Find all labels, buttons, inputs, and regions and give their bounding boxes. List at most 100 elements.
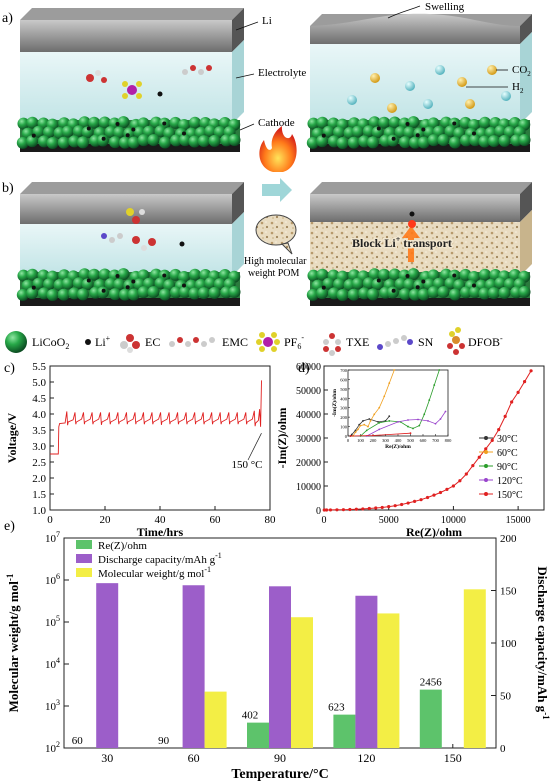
licoo2-particle	[347, 136, 360, 149]
licoo2-particle	[158, 136, 171, 149]
licoo2-particle	[307, 269, 320, 282]
inset-y-label: -Im(Z)/ohm	[331, 389, 338, 417]
labels-a-right: Swelling CO2 H2	[387, 1, 531, 95]
y-tick-label: 4.0	[32, 409, 46, 421]
licoo2-particle	[316, 268, 329, 281]
panel-d-label: d)	[298, 361, 310, 376]
left-tick-exp: 5	[56, 614, 60, 623]
legend-dfob: DFOB-	[468, 334, 503, 349]
licoo2-particle	[388, 116, 401, 129]
bar-value-label: 402	[242, 710, 259, 722]
licoo2-particle	[394, 277, 407, 290]
right-tick-label: 50	[500, 691, 512, 703]
plot-frame	[49, 365, 271, 511]
inset-series-point	[349, 435, 352, 437]
licoo2-particle	[188, 116, 201, 129]
schematic-figure: a) Li Electrolyte Cathode Swelling	[2, 1, 532, 306]
x-tick-label: 5000	[379, 515, 399, 526]
li-ion-dot	[415, 133, 420, 138]
licoo2-particle	[498, 286, 511, 299]
left-tick-exp: 6	[56, 572, 60, 581]
x-tick-label: 60	[210, 514, 222, 526]
inset-series-point	[439, 418, 442, 420]
licoo2-particle	[118, 136, 131, 149]
licoo2-particle	[57, 288, 70, 301]
bar-value-label: 2456	[420, 677, 443, 689]
bar	[247, 722, 269, 748]
inset-series-point	[378, 428, 381, 431]
nyquist-150c-point	[464, 472, 468, 476]
inset-y-tick-label: 400	[340, 396, 348, 401]
y-axis-label-right-text: Discharge capacity/mAh g	[535, 566, 550, 712]
licoo2-particle	[118, 288, 131, 301]
licoo2-particle	[61, 277, 74, 290]
legend-li: Li+	[95, 334, 111, 349]
bar	[204, 691, 227, 748]
licoo2-particle	[26, 287, 39, 300]
legend-entry-name: Discharge capacity/mAh g	[98, 554, 216, 566]
li-ion-dot	[115, 273, 120, 278]
licoo2-particle	[407, 268, 420, 281]
li-ion-dot	[101, 136, 106, 141]
inset-series-point	[378, 406, 381, 409]
x-axis-label: Temperature/°C	[231, 767, 328, 782]
right-tick-label: 0	[500, 743, 506, 755]
licoo2-particle	[498, 134, 511, 147]
y-axis-label-left-text: Molecular weight/g mol	[6, 581, 21, 713]
licoo2-particle	[368, 268, 381, 281]
left-tick-label: 103	[45, 698, 60, 713]
bar	[377, 613, 400, 748]
panel-a-label: a)	[2, 11, 13, 26]
licoo2-particle	[26, 116, 39, 129]
y-tick-label: 30000	[296, 434, 321, 445]
licoo2-particle	[16, 136, 29, 149]
nyquist-150c-point	[471, 464, 475, 468]
nyquist-150c-point	[529, 369, 533, 373]
bar-value-label: 60	[72, 735, 84, 747]
licoo2-particle	[366, 136, 379, 149]
licoo2-particle	[228, 286, 241, 299]
licoo2-particle	[68, 287, 81, 300]
panel-e-label: e)	[4, 519, 15, 534]
licoo2-particle	[478, 268, 491, 281]
licoo2-particle	[408, 136, 421, 149]
licoo2-particle	[42, 278, 55, 291]
licoo2-particle	[362, 125, 375, 138]
inset-x-tick-label: 200	[370, 438, 378, 443]
licoo2-particle	[362, 277, 375, 290]
li-ion-dot	[471, 131, 476, 136]
nyquist-150c-point	[497, 428, 501, 432]
pom-label-line1: High molecular	[244, 256, 307, 267]
licoo2-particle	[417, 136, 430, 149]
licoo2-particle	[98, 268, 111, 281]
legend-swatch-dot	[484, 478, 488, 482]
licoo2-particle	[417, 288, 430, 301]
y-tick-label: 40000	[296, 410, 321, 421]
voltage-chart: 1.0 1.5 2.0 2.5 3.0 3.5 4.0 4.5 5.0 5.5 0 20 40 60 80 1…	[4, 361, 276, 538]
licoo2-particle	[208, 286, 221, 299]
li-ion-dot	[131, 127, 136, 132]
licoo2-particle	[137, 286, 150, 299]
left-tick-exp: 2	[56, 740, 60, 749]
li-ion-dot	[86, 126, 91, 131]
licoo2-particle	[26, 268, 39, 281]
y-axis-label: Voltage/V	[5, 413, 19, 464]
bar	[419, 689, 442, 748]
legend-entry: Molecular weight/g mol-1	[98, 565, 211, 580]
pom-bubble: High molecular weight POM	[244, 214, 307, 279]
nyquist-150c-point	[354, 507, 358, 511]
licoo2-particle	[459, 286, 472, 299]
li-ion-dot	[125, 133, 130, 138]
legend-ec: EC	[145, 335, 160, 349]
li-ion-dot	[31, 133, 36, 138]
nyquist-150c-point	[438, 490, 443, 495]
licoo2-particle	[88, 116, 101, 129]
licoo2-particle	[469, 286, 482, 299]
licoo2-particle	[368, 116, 381, 129]
inset-x-tick-label: 700	[432, 438, 440, 443]
y-tick-label: 2.0	[32, 473, 46, 485]
bar	[291, 617, 313, 748]
left-tick-label: 105	[45, 614, 60, 629]
gas-bubbles	[347, 65, 511, 113]
